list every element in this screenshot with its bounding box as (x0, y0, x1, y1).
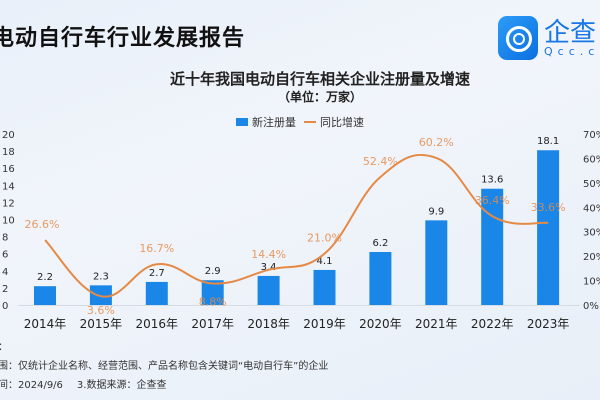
bar-value-label: 3.4 (261, 262, 277, 273)
growth-value-label: 8.8% (199, 296, 227, 309)
growth-value-label: 16.7% (139, 242, 174, 255)
footer-time-text: 时间：2024/9/6 (0, 380, 63, 391)
y2-tick-label: 40% (583, 203, 600, 214)
bar-2014年 (34, 286, 56, 305)
y2-tick-label: 60% (583, 154, 600, 165)
x-tick-label: 2022年 (471, 317, 514, 331)
bar-2019年 (313, 269, 336, 305)
legend-bar-label: 新注册量 (252, 116, 296, 129)
report-title: 电动自行车行业发展报告 (0, 26, 246, 51)
bar-value-label: 18.1 (537, 136, 559, 147)
legend-line-label: 同比增速 (320, 116, 364, 129)
x-tick-label: 2021年 (415, 317, 458, 331)
bar-2021年 (425, 220, 448, 305)
bar-2017年 (201, 280, 224, 305)
footer-source: 3.数据来源：企查查 (76, 380, 167, 391)
y-tick-label: 12 (2, 198, 15, 209)
bar-2018年 (257, 275, 280, 305)
legend-bar-swatch (236, 118, 248, 126)
y-tick-label: 2 (2, 284, 8, 295)
logo-cn: 企查 (544, 17, 597, 48)
x-tick-label: 2016年 (136, 317, 179, 331)
growth-value-label: 26.6% (25, 218, 60, 231)
y2-tick-label: 10% (583, 277, 600, 288)
x-tick-label: 2015年 (80, 317, 123, 331)
footer-time: 时间：2024/9/6 3.数据来源：企查查 (0, 376, 166, 391)
y-tick-label: 8 (2, 233, 8, 244)
y-tick-label: 14 (2, 181, 15, 192)
chart-unit: （单位：万家） (277, 90, 362, 104)
y-tick-label: 4 (2, 267, 8, 278)
bar-value-label: 9.9 (428, 206, 444, 217)
bar-value-label: 2.2 (37, 272, 53, 283)
growth-value-label: 21.0% (307, 232, 342, 245)
growth-value-label: 60.2% (419, 136, 454, 149)
y2-tick-label: 20% (583, 252, 600, 263)
qcc-logo-icon (498, 16, 538, 60)
legend-line-swatch (304, 121, 316, 123)
legend: 新注册量 同比增速 (236, 114, 364, 130)
bar-value-label: 6.2 (372, 238, 388, 249)
y-tick-label: 18 (2, 147, 15, 158)
y2-tick-label: 0% (583, 301, 599, 312)
x-tick-label: 2014年 (24, 317, 67, 331)
y-tick-label: 20 (2, 130, 15, 141)
growth-value-label: 33.6% (531, 201, 566, 214)
bar-value-label: 13.6 (481, 175, 503, 186)
bar-2023年 (537, 150, 560, 305)
x-tick-label: 2020年 (359, 317, 402, 331)
qcc-logo: 企查 Qcc.c (498, 16, 599, 60)
y-tick-label: 10 (2, 216, 15, 227)
logo-en: Qcc.c (544, 44, 600, 58)
footer-note-head: 明： (0, 338, 8, 353)
bar-value-label: 4.1 (317, 256, 333, 267)
bar-2016年 (145, 281, 168, 305)
chart-title: 近十年我国电动自行车相关企业注册量及增速 (169, 70, 470, 88)
bar-2020年 (369, 251, 392, 305)
y-tick-label: 16 (2, 164, 15, 175)
y2-tick-label: 30% (583, 228, 600, 239)
bar-value-label: 2.7 (149, 268, 165, 279)
y2-tick-label: 70% (583, 130, 600, 141)
x-tick-label: 2019年 (303, 317, 346, 331)
y-tick-label: 0 (2, 301, 8, 312)
growth-value-label: 36.4% (475, 194, 510, 207)
growth-line (44, 153, 549, 298)
bar-2015年 (89, 285, 112, 305)
x-tick-label: 2018年 (247, 317, 290, 331)
y-tick-label: 6 (2, 250, 8, 261)
bar-value-label: 2.3 (93, 271, 109, 282)
x-tick-label: 2023年 (527, 317, 570, 331)
growth-value-label: 52.4% (363, 155, 398, 168)
growth-value-label: 14.4% (251, 248, 286, 261)
footer-scope: 范围：仅统计企业名称、经营范围、产品名称包含关键词“电动自行车”的企业 (0, 361, 329, 372)
x-tick-label: 2017年 (191, 317, 234, 331)
y2-tick-label: 50% (583, 179, 600, 190)
bar-value-label: 2.9 (205, 266, 221, 277)
growth-value-label: 3.6% (87, 304, 115, 317)
